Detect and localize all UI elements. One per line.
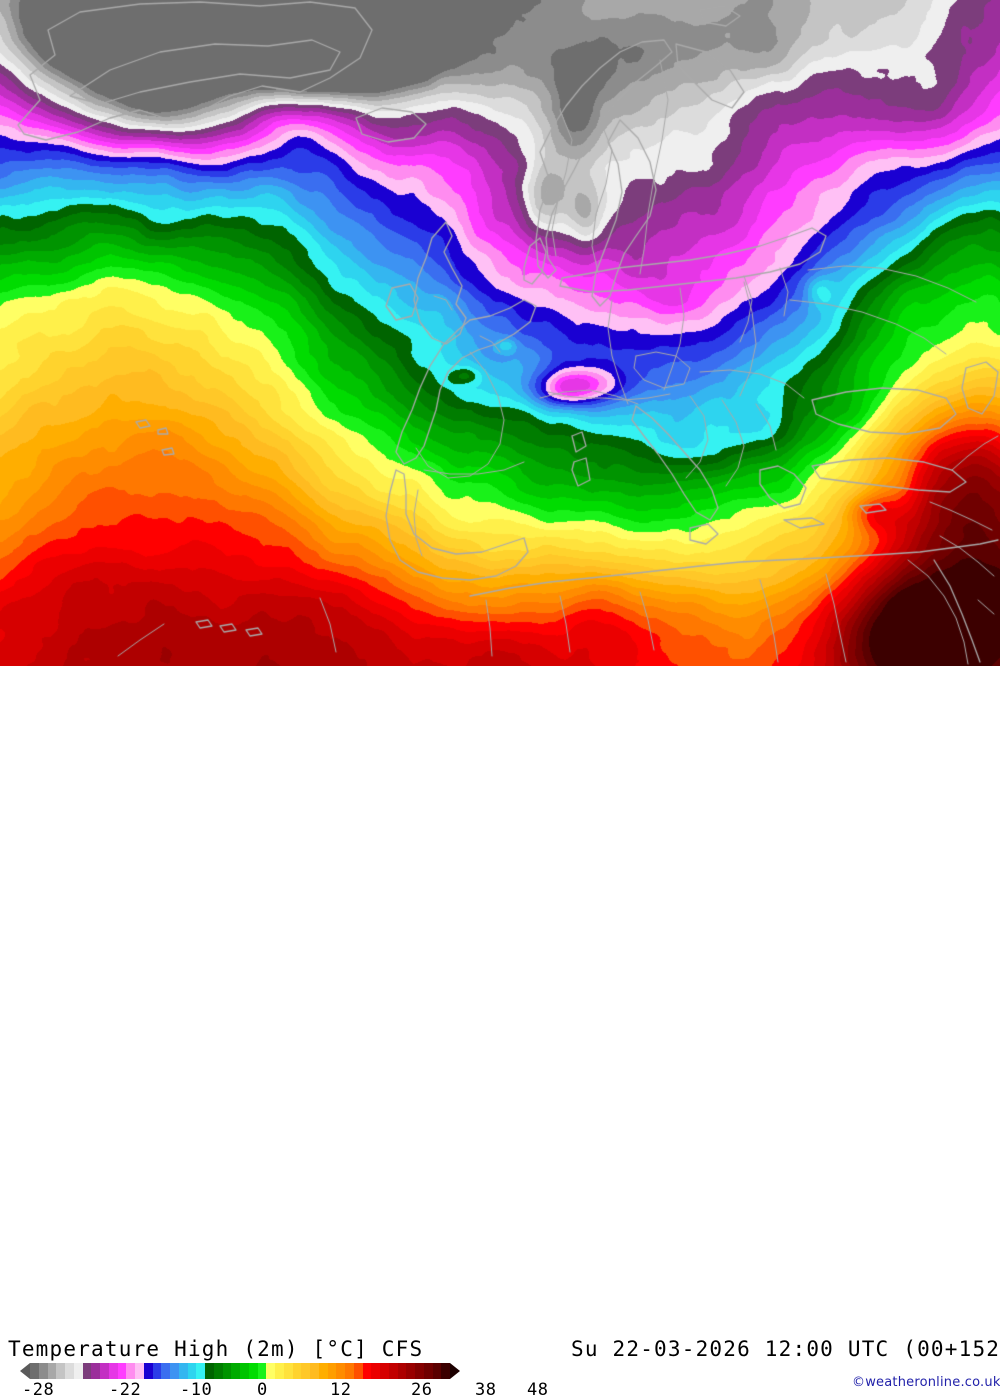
colorbar-tick: 12 bbox=[330, 1380, 352, 1400]
colorbar-swatch bbox=[170, 1363, 179, 1379]
colorbar-swatch bbox=[187, 1363, 197, 1379]
colorbar-swatch bbox=[345, 1363, 354, 1379]
colorbar-swatch bbox=[30, 1363, 39, 1379]
colorbar-swatch bbox=[100, 1363, 109, 1379]
colorbar-swatch bbox=[47, 1363, 57, 1379]
colorbar-swatch bbox=[292, 1363, 302, 1379]
colorbar-tick: -22 bbox=[109, 1380, 142, 1400]
colorbar-swatch bbox=[161, 1363, 170, 1379]
temperature-colorbar bbox=[20, 1363, 460, 1379]
colorbar-swatch bbox=[135, 1363, 144, 1379]
colorbar-swatch bbox=[126, 1363, 135, 1379]
colorbar-swatch bbox=[415, 1363, 424, 1379]
colorbar-swatch bbox=[275, 1363, 284, 1379]
colorbar-tick: 0 bbox=[257, 1380, 268, 1400]
colorbar-swatch bbox=[213, 1363, 223, 1379]
colorbar-swatch bbox=[248, 1363, 258, 1379]
colorbar-swatch bbox=[432, 1363, 442, 1379]
colorbar-swatch bbox=[336, 1363, 345, 1379]
colorbar-swatch bbox=[240, 1363, 249, 1379]
colorbar-swatch bbox=[65, 1363, 74, 1379]
colorbar-tick-labels: -28 -22 -10 0 12 26 38 48 bbox=[0, 1380, 1000, 1400]
colorbar-swatch bbox=[91, 1363, 100, 1379]
colorbar-swatch bbox=[108, 1363, 118, 1379]
colorbar-swatch bbox=[441, 1363, 450, 1379]
colorbar-swatch bbox=[397, 1363, 407, 1379]
colorbar-tick: 48 bbox=[527, 1380, 549, 1400]
model-run-label: Su 22-03-2026 12:00 UTC (00+1524 bbox=[571, 1337, 1000, 1361]
colorbar-swatch bbox=[222, 1363, 232, 1379]
temperature-field-canvas[interactable] bbox=[0, 0, 1000, 666]
colorbar-under-arrow-icon bbox=[20, 1363, 30, 1379]
colorbar-swatch bbox=[318, 1363, 328, 1379]
colorbar-swatch bbox=[388, 1363, 398, 1379]
colorbar-swatch bbox=[301, 1363, 310, 1379]
colorbar-swatch bbox=[143, 1363, 153, 1379]
colorbar-swatch bbox=[353, 1363, 363, 1379]
colorbar-swatch bbox=[266, 1363, 275, 1379]
colorbar-swatches bbox=[30, 1363, 450, 1379]
colorbar-tick: 38 bbox=[475, 1380, 497, 1400]
colorbar-swatch bbox=[327, 1363, 337, 1379]
map-title: Temperature High (2m) [°C] CFS bbox=[8, 1337, 424, 1361]
colorbar-swatch bbox=[380, 1363, 389, 1379]
colorbar-swatch bbox=[310, 1363, 319, 1379]
colorbar-tick: 26 bbox=[411, 1380, 433, 1400]
map-footer: Temperature High (2m) [°C] CFS Su 22-03-… bbox=[0, 666, 1000, 1400]
colorbar-swatch bbox=[73, 1363, 83, 1379]
colorbar-swatch bbox=[82, 1363, 92, 1379]
colorbar-swatch bbox=[178, 1363, 188, 1379]
colorbar-swatch bbox=[423, 1363, 433, 1379]
colorbar-swatch bbox=[205, 1363, 214, 1379]
temperature-map[interactable] bbox=[0, 0, 1000, 666]
colorbar-tick: -10 bbox=[180, 1380, 213, 1400]
colorbar-swatch bbox=[371, 1363, 380, 1379]
colorbar-swatch bbox=[117, 1363, 127, 1379]
colorbar-swatch bbox=[38, 1363, 48, 1379]
colorbar-swatch bbox=[231, 1363, 240, 1379]
colorbar-swatch bbox=[283, 1363, 293, 1379]
colorbar-swatch bbox=[406, 1363, 415, 1379]
colorbar-swatch bbox=[196, 1363, 205, 1379]
colorbar-swatch bbox=[56, 1363, 65, 1379]
colorbar-swatch bbox=[257, 1363, 267, 1379]
colorbar-swatch bbox=[362, 1363, 372, 1379]
colorbar-swatch bbox=[152, 1363, 162, 1379]
colorbar-tick: -28 bbox=[22, 1380, 55, 1400]
colorbar-over-arrow-icon bbox=[450, 1363, 460, 1379]
